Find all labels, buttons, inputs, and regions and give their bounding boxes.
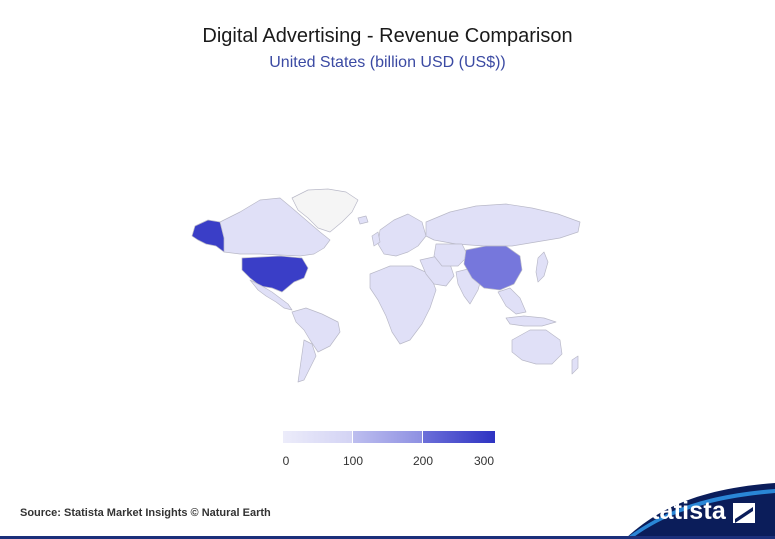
legend-segment-2 [353, 431, 423, 443]
legend-tick-300: 300 [473, 454, 495, 468]
country-new-zealand[interactable] [571, 355, 579, 375]
chart-subtitle: United States (billion USD (US$)) [269, 54, 506, 71]
country-united-kingdom[interactable] [371, 231, 381, 247]
brand-swoosh [625, 483, 775, 539]
statista-logo-icon [733, 503, 755, 523]
country-indonesia[interactable] [505, 315, 557, 327]
country-iceland[interactable] [357, 215, 369, 225]
chart-title: Digital Advertising - Revenue Comparison [202, 25, 573, 47]
country-brazil[interactable] [291, 307, 341, 353]
country-canada[interactable] [219, 197, 331, 257]
country-europe[interactable] [377, 213, 427, 257]
country-africa[interactable] [369, 265, 437, 345]
country-china[interactable] [463, 245, 523, 291]
bottom-rule [0, 536, 775, 539]
country-greenland[interactable] [291, 188, 359, 233]
legend-segment-1 [283, 431, 353, 443]
country-argentina[interactable] [297, 339, 317, 383]
country-australia[interactable] [511, 329, 563, 365]
country-russia[interactable] [425, 203, 581, 247]
legend-tick-0: 0 [282, 454, 290, 468]
country-mexico[interactable] [249, 279, 293, 311]
source-note: Source: Statista Market Insights © Natur… [20, 507, 271, 519]
country-united-states[interactable] [241, 255, 309, 293]
color-scale-legend [283, 431, 495, 443]
legend-tick-200: 200 [412, 454, 434, 468]
legend-segment-3 [423, 431, 495, 443]
statista-logo-text: statista [636, 497, 726, 525]
country-japan[interactable] [535, 251, 549, 283]
world-map [191, 188, 581, 383]
legend-tick-100: 100 [342, 454, 364, 468]
country-central-asia[interactable] [433, 243, 469, 267]
country-alaska[interactable] [191, 219, 225, 253]
country-southeast-asia[interactable] [497, 287, 527, 315]
